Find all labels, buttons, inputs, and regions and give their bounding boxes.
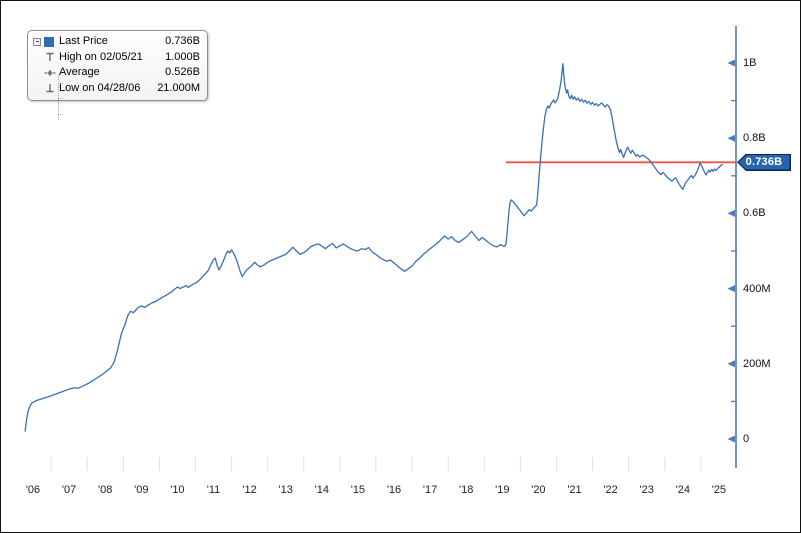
price-series-line	[24, 63, 724, 432]
x-tick-label: '15	[350, 484, 366, 496]
x-tick-label: '25	[711, 484, 727, 496]
legend-label: Average	[59, 66, 100, 78]
x-tick-label: '13	[278, 484, 293, 496]
legend-label: High on 02/05/21	[59, 50, 143, 63]
y-axis-tick-arrow	[727, 134, 735, 142]
x-tick-label: '22	[603, 484, 618, 496]
legend-row-high[interactable]: High on 02/05/21 1.000B	[33, 50, 200, 66]
x-tick-label: '14	[314, 484, 329, 496]
x-tick-label: '21	[567, 484, 582, 496]
legend-row-low[interactable]: Low on 04/28/06 21.000M	[33, 81, 200, 97]
x-tick-label: '16	[386, 484, 402, 496]
legend-value: 0.526B	[165, 66, 200, 78]
legend-value: 1.000B	[165, 50, 200, 63]
y-tick-label: 200M	[743, 357, 771, 370]
tree-collapse-icon[interactable]	[33, 37, 41, 46]
x-tick-label: '19	[495, 484, 510, 496]
series-swatch-icon	[44, 36, 54, 47]
low-marker-icon	[46, 84, 54, 93]
y-tick-label: 0.6B	[743, 207, 766, 220]
x-tick-label: '24	[675, 484, 690, 496]
x-tick-label: '17	[422, 484, 438, 496]
x-tick-label: '23	[639, 484, 654, 496]
x-tick-label: '18	[459, 484, 474, 496]
x-tick-label: '12	[242, 484, 257, 496]
x-tick-label: '20	[531, 484, 546, 496]
last-price-badge: 0.736B	[737, 153, 791, 171]
y-tick-label: 0.8B	[743, 132, 766, 145]
legend-row-average[interactable]: Average 0.526B	[33, 65, 200, 81]
legend-tree-stub	[57, 113, 63, 115]
x-tick-label: '06	[25, 484, 41, 496]
y-axis-tick-arrow	[727, 285, 735, 293]
y-axis-tick-arrow	[727, 59, 735, 67]
y-tick-label: 1B	[743, 57, 757, 69]
legend-tree-stub	[57, 82, 63, 84]
y-axis-tick-arrow	[727, 209, 735, 217]
y-axis-tick-arrow	[727, 435, 735, 443]
last-price-badge-value: 0.736B	[745, 156, 783, 169]
x-tick-label: '07	[61, 484, 77, 496]
legend-value: 0.736B	[165, 35, 200, 47]
high-marker-icon	[46, 53, 54, 62]
legend-tree-stub	[57, 98, 63, 99]
legend-row-last-price[interactable]: Last Price 0.736B	[33, 34, 200, 50]
legend-label: Low on 04/28/06	[59, 81, 141, 94]
x-tick-label: '08	[98, 484, 113, 496]
x-tick-label: '11	[206, 484, 221, 496]
legend-value: 21.000M	[157, 81, 200, 94]
legend-label: Last Price	[59, 35, 108, 47]
x-tick-label: '09	[134, 484, 149, 496]
y-tick-label: 0	[743, 433, 750, 445]
legend-box: Last Price 0.736B High on 02/05/21 1.000…	[27, 30, 208, 120]
average-marker-icon	[44, 69, 56, 76]
y-axis-tick-arrow	[727, 360, 735, 368]
legend-tree-line	[57, 75, 59, 120]
y-tick-label: 400M	[743, 282, 771, 295]
x-tick-label: '10	[170, 484, 185, 496]
